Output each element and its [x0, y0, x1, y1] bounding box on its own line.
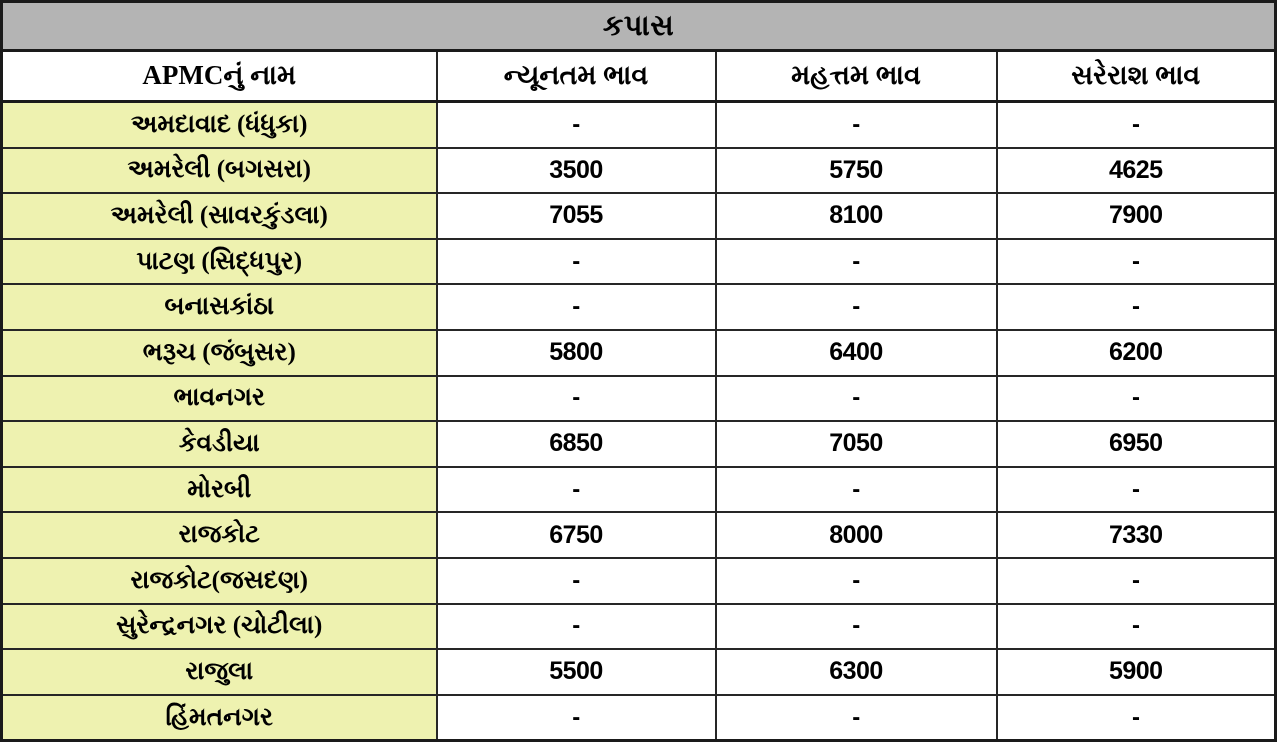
- max-price-cell: 8000: [714, 511, 998, 559]
- avg-price-cell: -: [995, 374, 1277, 423]
- table-row: રાજકોટ 6750 8000 7330: [0, 511, 1277, 559]
- column-header-max-price: મહત્તમ ભાવ: [714, 49, 998, 103]
- table-row: ભાવનગર - - -: [0, 374, 1277, 423]
- max-price-cell: 7050: [714, 420, 998, 468]
- avg-price-cell: -: [995, 465, 1277, 514]
- table-row: ભરૂચ (જંબુસર) 5800 6400 6200: [0, 328, 1277, 377]
- table-row: પાટણ (સિદ્ધપુર) - - -: [0, 237, 1277, 286]
- min-price-cell: -: [435, 465, 717, 514]
- min-price-cell: -: [435, 556, 717, 605]
- min-price-cell: 6850: [435, 420, 717, 468]
- table-title-row: કપાસ: [0, 0, 1277, 52]
- table-row: બનાસકાંઠા - - -: [0, 283, 1277, 331]
- avg-price-cell: -: [995, 237, 1277, 286]
- max-price-cell: -: [714, 602, 998, 651]
- avg-price-cell: -: [995, 283, 1277, 331]
- table-row: સુરેન્દ્રનગર (ચોટીલા) - - -: [0, 602, 1277, 651]
- apmc-name-cell: અમરેલી (બગસરા): [0, 146, 438, 195]
- min-price-cell: 6750: [435, 511, 717, 559]
- table-row: રાજુલા 5500 6300 5900: [0, 648, 1277, 696]
- max-price-cell: -: [714, 556, 998, 605]
- column-header-row: APMCનું નામ ન્યૂનતમ ભાવ મહત્તમ ભાવ સરેરા…: [0, 49, 1277, 103]
- min-price-cell: -: [435, 283, 717, 331]
- max-price-cell: -: [714, 237, 998, 286]
- column-header-min-price: ન્યૂનતમ ભાવ: [435, 49, 717, 103]
- table-row: હિંમતનગર - - -: [0, 693, 1277, 742]
- avg-price-cell: 6200: [995, 328, 1277, 377]
- apmc-name-cell: હિંમતનગર: [0, 693, 438, 742]
- apmc-name-cell: મોરબી: [0, 465, 438, 514]
- min-price-cell: 7055: [435, 192, 717, 240]
- avg-price-cell: -: [995, 556, 1277, 605]
- avg-price-cell: 4625: [995, 146, 1277, 195]
- table-row: અમદાવાદ (ધંધુકા) - - -: [0, 100, 1277, 149]
- avg-price-cell: 7900: [995, 192, 1277, 240]
- max-price-cell: 5750: [714, 146, 998, 195]
- table-row: મોરબી - - -: [0, 465, 1277, 514]
- apmc-name-cell: અમદાવાદ (ધંધુકા): [0, 100, 438, 149]
- max-price-cell: 6400: [714, 328, 998, 377]
- min-price-cell: 3500: [435, 146, 717, 195]
- apmc-name-cell: કેવડીયા: [0, 420, 438, 468]
- min-price-cell: -: [435, 602, 717, 651]
- max-price-cell: -: [714, 374, 998, 423]
- max-price-cell: -: [714, 100, 998, 149]
- apmc-name-cell: રાજકોટ: [0, 511, 438, 559]
- max-price-cell: -: [714, 465, 998, 514]
- min-price-cell: 5500: [435, 648, 717, 696]
- max-price-cell: 6300: [714, 648, 998, 696]
- min-price-cell: -: [435, 374, 717, 423]
- table-body: અમદાવાદ (ધંધુકા) - - - અમરેલી (બગસરા) 3500 575…: [0, 100, 1277, 742]
- apmc-name-cell: રાજુલા: [0, 648, 438, 696]
- avg-price-cell: 6950: [995, 420, 1277, 468]
- table-title: કપાસ: [0, 0, 1277, 52]
- max-price-cell: -: [714, 283, 998, 331]
- column-header-apmc-name: APMCનું નામ: [0, 49, 438, 103]
- max-price-cell: 8100: [714, 192, 998, 240]
- apmc-name-cell: પાટણ (સિદ્ધપુર): [0, 237, 438, 286]
- avg-price-cell: -: [995, 693, 1277, 742]
- table-row: અમરેલી (બગસરા) 3500 5750 4625: [0, 146, 1277, 195]
- table-row: અમરેલી (સાવરકુંડલા) 7055 8100 7900: [0, 192, 1277, 240]
- avg-price-cell: 5900: [995, 648, 1277, 696]
- avg-price-cell: -: [995, 602, 1277, 651]
- apmc-name-cell: ભાવનગર: [0, 374, 438, 423]
- table-row: કેવડીયા 6850 7050 6950: [0, 420, 1277, 468]
- apmc-name-cell: સુરેન્દ્રનગર (ચોટીલા): [0, 602, 438, 651]
- avg-price-cell: -: [995, 100, 1277, 149]
- avg-price-cell: 7330: [995, 511, 1277, 559]
- column-header-avg-price: સરેરાશ ભાવ: [995, 49, 1277, 103]
- table-header: કપાસ APMCનું નામ ન્યૂનતમ ભાવ મહત્તમ ભાવ …: [0, 0, 1277, 103]
- apmc-name-cell: ભરૂચ (જંબુસર): [0, 328, 438, 377]
- table-row: રાજકોટ(જસદણ) - - -: [0, 556, 1277, 605]
- min-price-cell: -: [435, 237, 717, 286]
- apmc-name-cell: રાજકોટ(જસદણ): [0, 556, 438, 605]
- apmc-name-cell: અમરેલી (સાવરકુંડલા): [0, 192, 438, 240]
- min-price-cell: -: [435, 693, 717, 742]
- apmc-name-cell: બનાસકાંઠા: [0, 283, 438, 331]
- min-price-cell: 5800: [435, 328, 717, 377]
- max-price-cell: -: [714, 693, 998, 742]
- min-price-cell: -: [435, 100, 717, 149]
